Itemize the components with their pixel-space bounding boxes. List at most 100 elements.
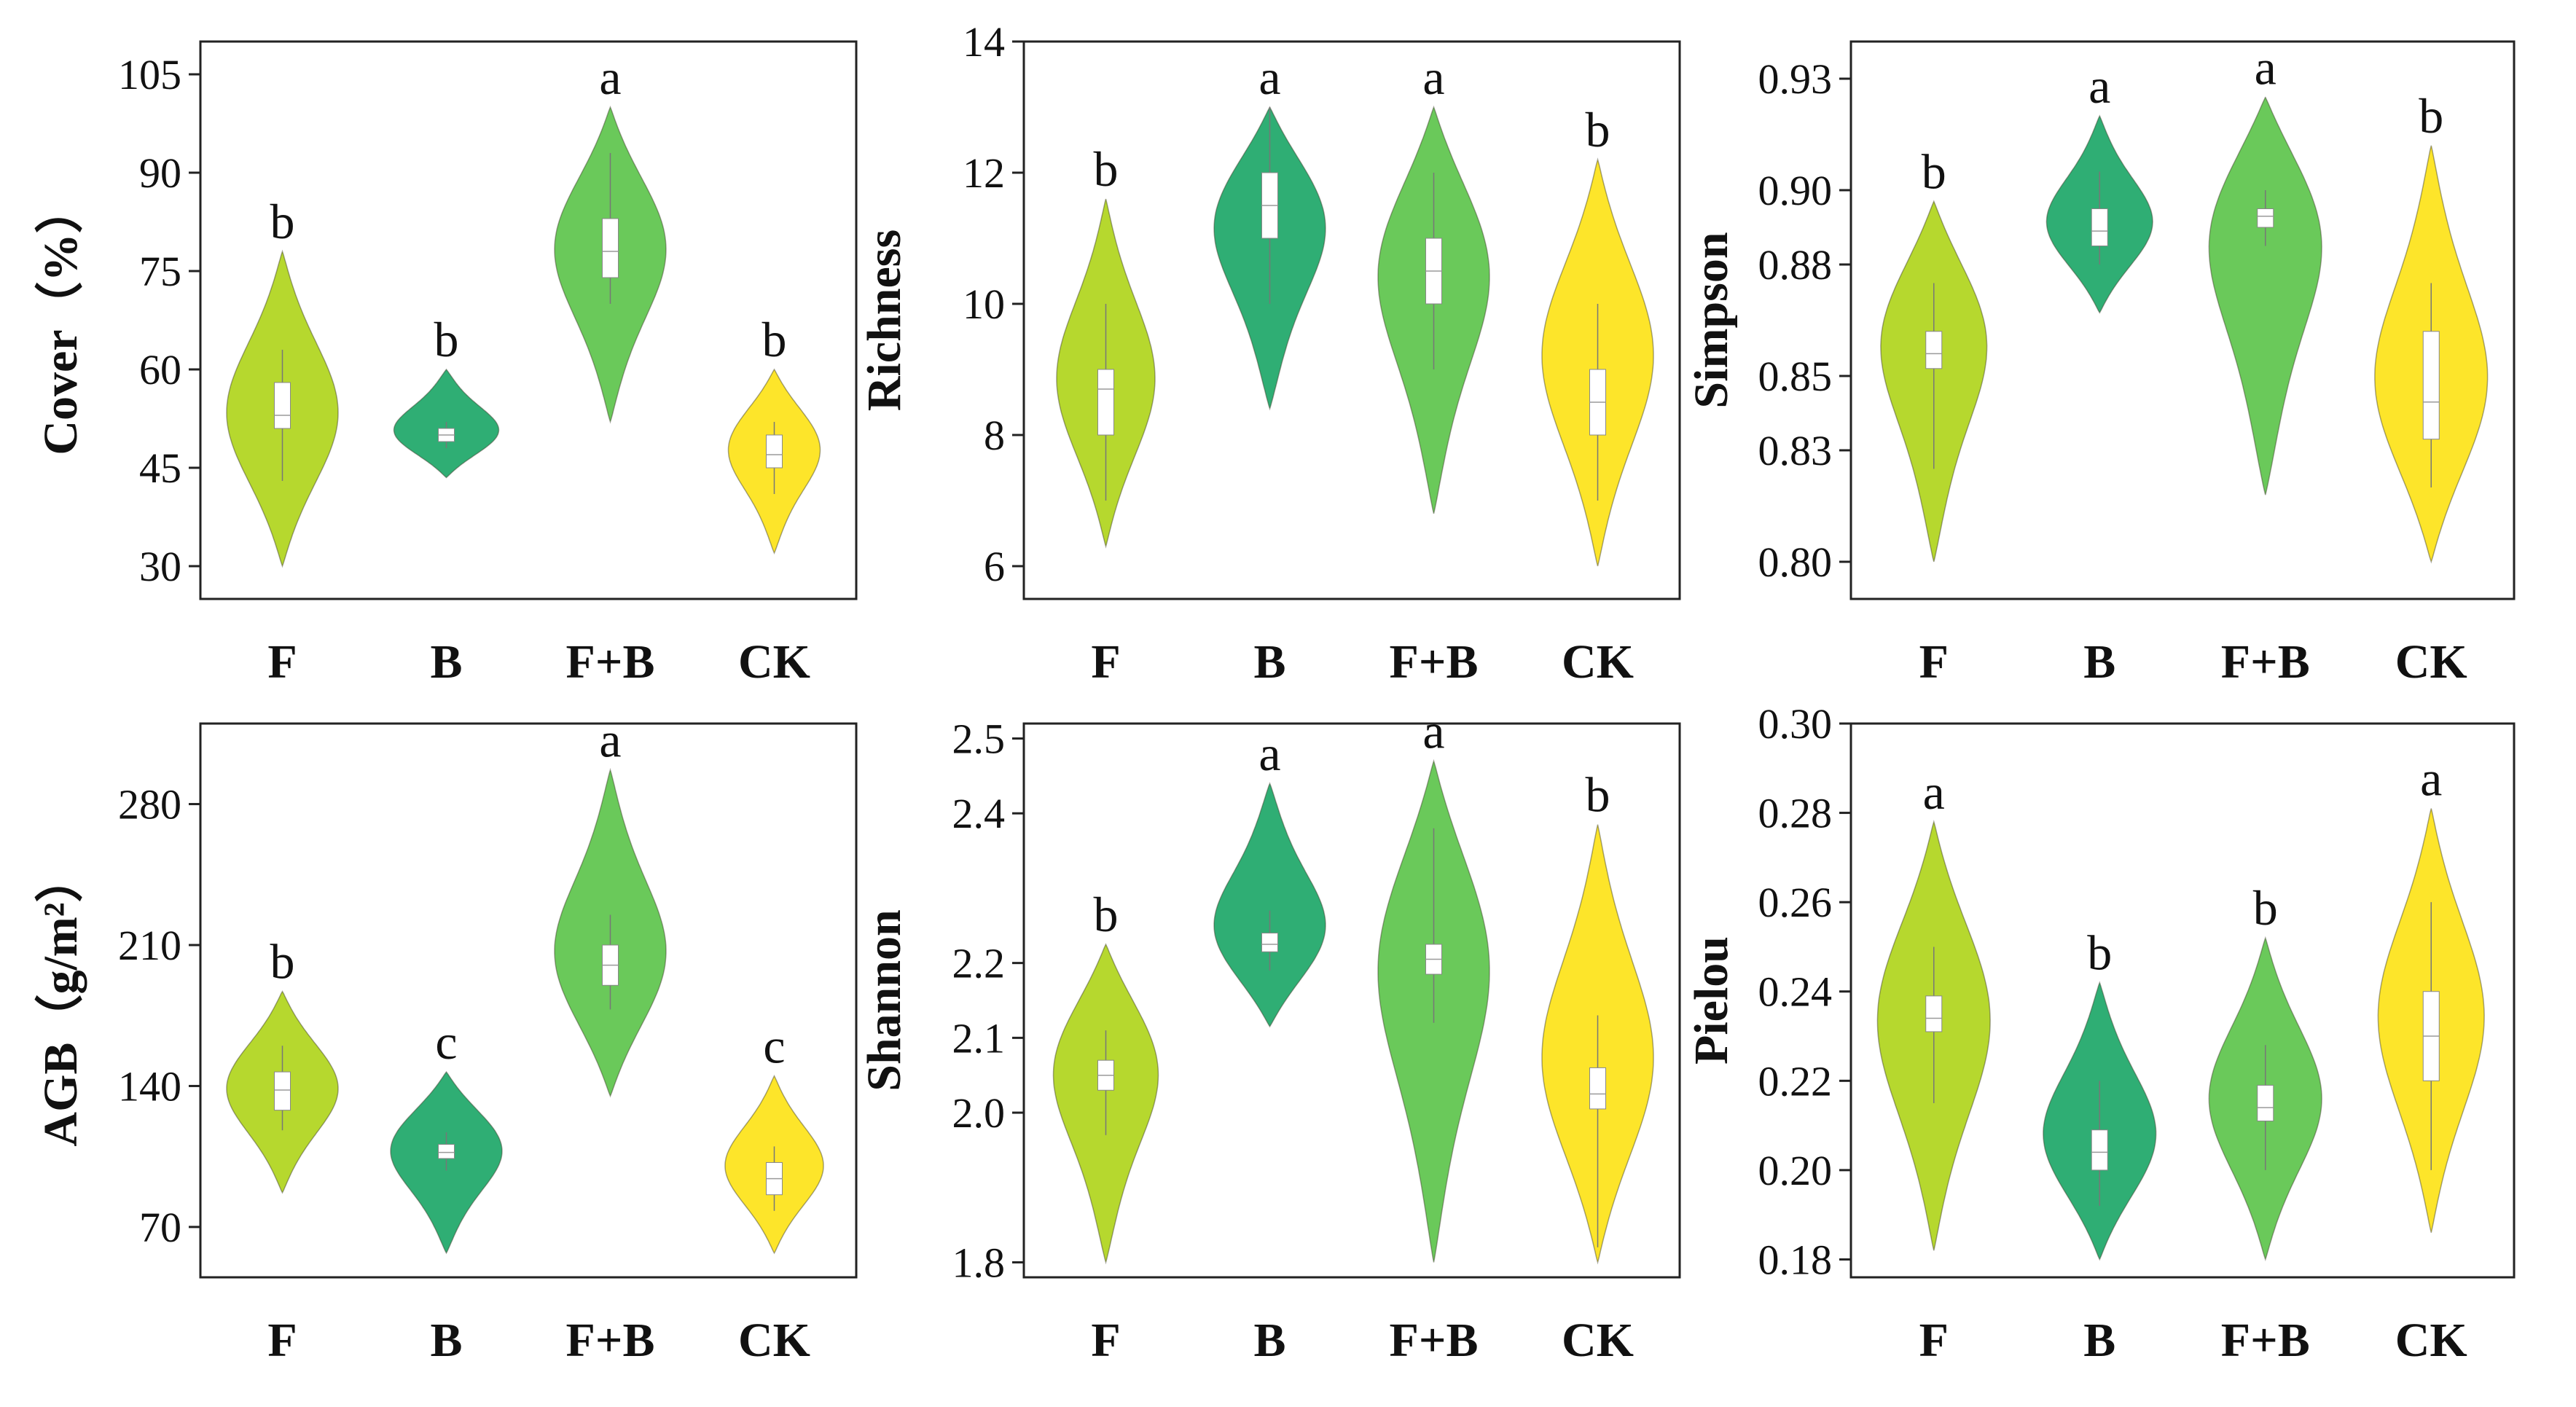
box-F [274,382,291,429]
x-category-label: F [1091,1314,1120,1367]
y-tick-label: 2.5 [952,716,1006,763]
x-category-label: CK [2395,1314,2467,1367]
y-axis-title: Shannon [858,909,911,1091]
y-tick-label: 0.93 [1758,55,1833,103]
box-B [2091,208,2108,246]
significance-letter-F: b [270,194,295,249]
x-category-label: CK [2395,635,2467,689]
x-category-label: CK [738,1314,810,1367]
plot-frame [199,40,858,600]
x-category-label: F+B [1390,635,1479,689]
y-tick-label: 0.20 [1758,1147,1833,1194]
significance-letter-F+B: a [1422,703,1444,759]
x-category-label: F+B [566,1314,655,1367]
y-tick-label: 140 [118,1062,181,1110]
y-tick-label: 1.8 [952,1239,1006,1286]
y-tick-label: 60 [139,346,181,393]
significance-letter-F: b [1094,887,1119,942]
violin-B [1213,782,1326,1028]
y-tick-label: 0.85 [1758,353,1833,400]
significance-letter-F+B: b [2253,880,2278,936]
y-tick-label: 14 [963,18,1005,66]
y-tick-label: 45 [139,444,181,492]
significance-letter-F: b [1094,141,1119,197]
y-tick-label: 0.88 [1758,241,1833,289]
chart-panel-4: 70 140 210 280 AGB（g/m²） b c a c F B F+B CK [34,713,858,1367]
x-category-label: B [2083,635,2115,689]
box-CK [2422,331,2440,440]
x-category-label: CK [1562,1314,1634,1367]
y-tick-label: 90 [139,149,181,197]
x-category-label: F [267,1314,297,1367]
y-tick-label: 0.80 [1758,538,1833,586]
significance-letter-CK: b [1586,102,1610,157]
x-category-label: F+B [566,635,655,689]
box-CK [1589,1067,1606,1110]
x-category-label: F [267,635,297,689]
y-tick-label: 0.24 [1758,968,1833,1016]
y-tick-label: 2.1 [952,1014,1006,1062]
significance-letter-F+B: a [1422,50,1444,105]
box-B [1261,933,1278,952]
plot-frame [1022,40,1681,600]
significance-letter-CK: b [1586,767,1610,823]
y-tick-label: 0.22 [1758,1057,1833,1105]
x-category-label: F+B [1390,1314,1479,1367]
y-tick-label: 8 [984,412,1005,459]
y-tick-label: 210 [118,922,181,969]
chart-panel-6: 0.18 0.20 0.22 0.24 0.26 0.28 0.30 Pielou a b b a F B… [1685,700,2516,1367]
significance-letter-F+B: a [599,713,621,768]
chart-panel-3: 0.80 0.83 0.85 0.88 0.90 0.93 Simpson b a a b F B F+B… [1685,40,2516,689]
box-F [1925,995,1943,1032]
significance-letter-CK: b [762,312,787,367]
box-F+B [2257,208,2274,228]
x-category-label: F [1091,635,1120,689]
y-tick-label: 2.0 [952,1089,1006,1137]
x-category-label: B [1253,635,1285,689]
significance-letter-F+B: a [2255,40,2276,95]
significance-letter-F+B: a [599,50,621,105]
x-category-label: F [1919,1314,1949,1367]
significance-letter-B: b [2087,925,2112,980]
significance-letter-CK: b [2419,88,2443,144]
significance-letter-F: a [1923,764,1945,820]
significance-letter-B: a [1258,726,1280,781]
significance-letter-B: b [434,312,459,367]
y-tick-label: 12 [963,149,1005,197]
y-tick-label: 280 [118,781,181,828]
x-category-label: B [430,1314,462,1367]
x-category-label: F+B [2221,1314,2310,1367]
x-category-label: B [2083,1314,2115,1367]
y-tick-label: 2.4 [952,790,1006,837]
box-B [2091,1129,2108,1171]
y-tick-label: 10 [963,281,1005,328]
box-F [1097,369,1114,436]
y-tick-label: 2.2 [952,940,1006,987]
box-B [438,1144,455,1159]
box-F [274,1071,291,1111]
y-tick-label: 70 [139,1204,181,1251]
plot-frame [199,722,858,1279]
y-axis-title: Cover（%） [34,185,87,455]
chart-panel-5: 1.8 2.0 2.1 2.2 2.4 2.5 Shannon b a a b F B F+B CK [858,703,1681,1367]
y-axis-title: Simpson [1685,232,1738,408]
y-tick-label: 75 [139,248,181,295]
significance-letter-CK: a [2420,750,2442,806]
violin-F+B [2208,96,2322,495]
significance-letter-F: b [1922,144,1946,199]
chart-panel-2: 6 8 10 12 14 Richness b a a b F B F+B CK [858,18,1681,689]
y-tick-label: 30 [139,543,181,590]
y-axis-title: Richness [858,230,911,411]
box-CK [766,434,783,469]
x-category-label: CK [738,635,810,689]
plot-frame [1849,40,2516,600]
x-category-label: F [1919,635,1949,689]
y-tick-label: 0.28 [1758,790,1833,837]
box-F+B [2257,1084,2274,1121]
box-F [1925,331,1943,369]
y-tick-label: 0.30 [1758,700,1833,748]
y-axis-title: Pielou [1685,936,1738,1065]
x-category-label: B [1253,1314,1285,1367]
significance-letter-B: c [435,1014,457,1070]
